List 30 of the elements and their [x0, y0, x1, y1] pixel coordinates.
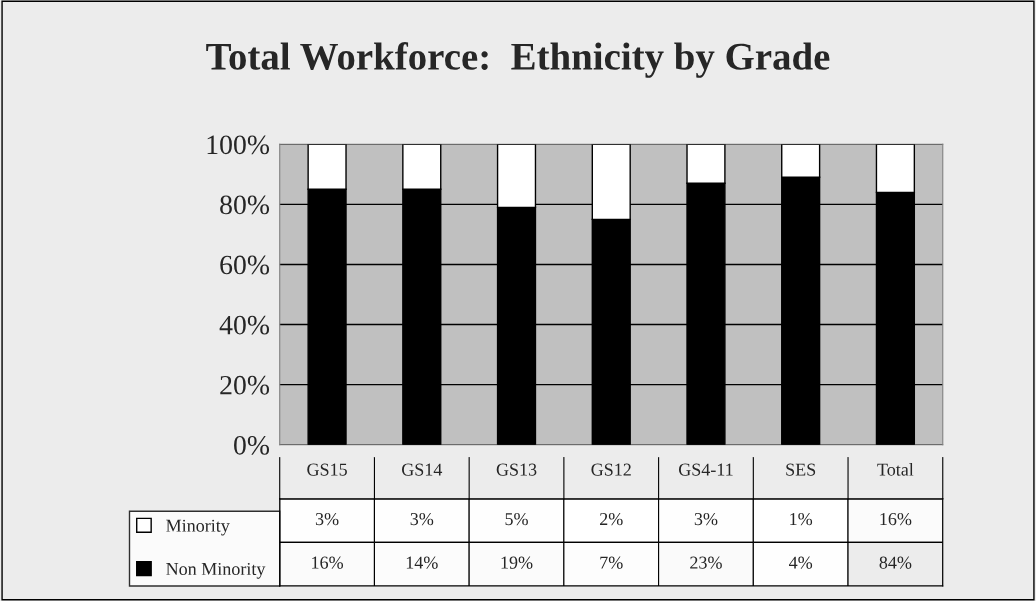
data-label: 19% — [501, 556, 533, 569]
x-tick-label: GS14 — [401, 463, 443, 476]
data-label: 16% — [880, 512, 912, 526]
x-tick-label: Total — [877, 463, 914, 476]
x-tick-label: GS13 — [496, 463, 537, 476]
chart-title: Total Workforce: Ethnicity by Grade — [206, 42, 830, 78]
data-label: 23% — [690, 556, 722, 569]
data-label: 3% — [694, 512, 718, 526]
y-tick-label: 40% — [219, 315, 270, 335]
data-label: 7% — [600, 556, 623, 569]
legend-label: Non Minority — [166, 562, 266, 579]
data-label: 16% — [312, 556, 344, 569]
data-label: 1% — [790, 512, 813, 526]
data-label: 5% — [505, 512, 528, 526]
data-label: 4% — [789, 556, 813, 569]
x-tick-label: SES — [786, 463, 816, 476]
y-tick-label: 100% — [207, 135, 270, 155]
legend-label: Minority — [166, 519, 230, 536]
y-tick-label: 60% — [220, 255, 270, 275]
y-tick-label: 0% — [234, 435, 270, 455]
x-tick-label: GS12 — [591, 463, 631, 476]
data-label: 3% — [410, 512, 434, 526]
data-label: 84% — [879, 556, 912, 569]
x-tick-label: GS4-11 — [678, 463, 733, 476]
data-label: 14% — [406, 556, 438, 569]
data-label: 2% — [600, 512, 623, 526]
y-tick-label: 80% — [220, 195, 270, 215]
x-tick-label: GS15 — [307, 463, 347, 476]
y-tick-label: 20% — [220, 375, 270, 395]
data-label: 3% — [315, 512, 339, 526]
